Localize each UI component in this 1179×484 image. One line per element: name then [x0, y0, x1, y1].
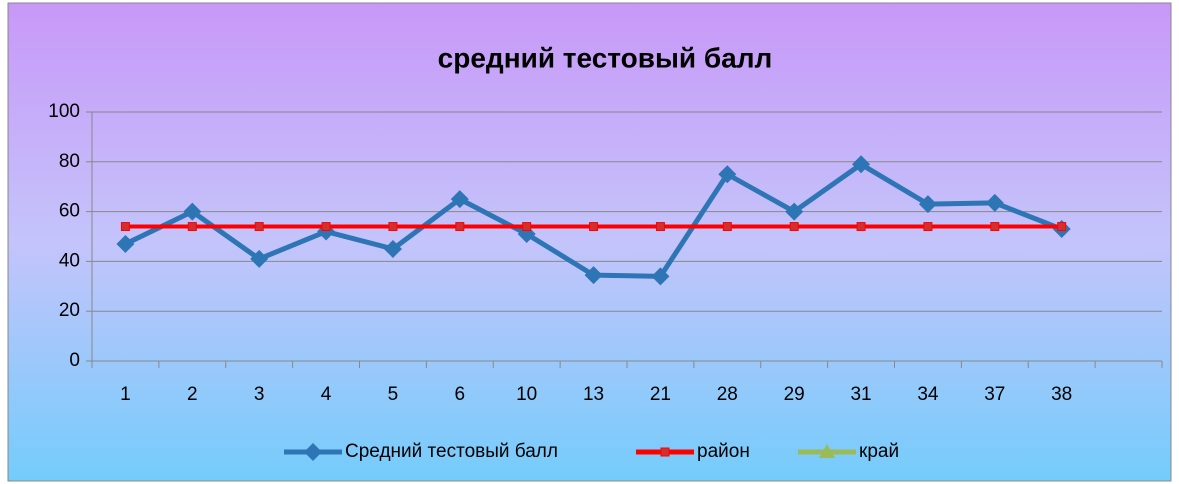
marker: [589, 222, 599, 232]
x-tick-label: 31: [850, 384, 871, 405]
marker: [584, 266, 603, 285]
x-tick-label: 3: [254, 384, 265, 405]
marker: [120, 222, 130, 232]
x-tick-label: 2: [187, 384, 198, 405]
marker: [383, 239, 402, 258]
marker: [923, 222, 933, 232]
marker: [450, 190, 469, 209]
x-tick-label: 37: [984, 384, 1005, 405]
marker: [651, 267, 670, 286]
x-tick-label: 13: [583, 384, 604, 405]
y-tick-label: 60: [59, 201, 80, 222]
x-tick-label: 10: [516, 384, 537, 405]
marker: [254, 222, 264, 232]
x-tick-label: 38: [1051, 384, 1072, 405]
marker: [250, 249, 269, 268]
legend-marker: [819, 444, 835, 458]
chart-background: [7, 2, 1172, 482]
chart-title: средний тестовый балл: [438, 42, 773, 73]
x-tick-label: 29: [784, 384, 805, 405]
y-tick-label: 20: [59, 300, 80, 321]
marker: [990, 222, 1000, 232]
marker: [918, 195, 937, 214]
marker: [522, 222, 532, 232]
marker: [785, 202, 804, 221]
marker: [187, 222, 197, 232]
x-tick-label: 1: [120, 384, 131, 405]
marker: [852, 155, 871, 174]
x-tick-label: 34: [917, 384, 939, 405]
marker: [856, 222, 866, 232]
x-tick-label: 28: [717, 384, 738, 405]
marker: [388, 222, 398, 232]
x-tick-label: 21: [650, 384, 671, 405]
x-tick-label: 6: [455, 384, 466, 405]
marker: [1057, 222, 1067, 232]
marker: [321, 222, 331, 232]
legend-marker: [660, 447, 670, 457]
marker: [183, 202, 202, 221]
marker: [789, 222, 799, 232]
legend-marker: [304, 443, 322, 461]
y-tick-label: 0: [69, 350, 80, 371]
y-tick-label: 80: [59, 151, 80, 172]
y-tick-label: 40: [59, 250, 80, 271]
legend-label: район: [697, 441, 750, 462]
x-tick-label: 5: [388, 384, 399, 405]
x-tick-label: 4: [321, 384, 332, 405]
marker: [655, 222, 665, 232]
legend-label: Средний тестовый балл: [345, 441, 558, 462]
marker: [718, 165, 737, 184]
marker: [116, 234, 135, 253]
y-tick-label: 100: [48, 101, 80, 122]
marker: [722, 222, 732, 232]
marker: [455, 222, 465, 232]
marker: [985, 193, 1004, 212]
legend-label: край: [859, 441, 899, 462]
